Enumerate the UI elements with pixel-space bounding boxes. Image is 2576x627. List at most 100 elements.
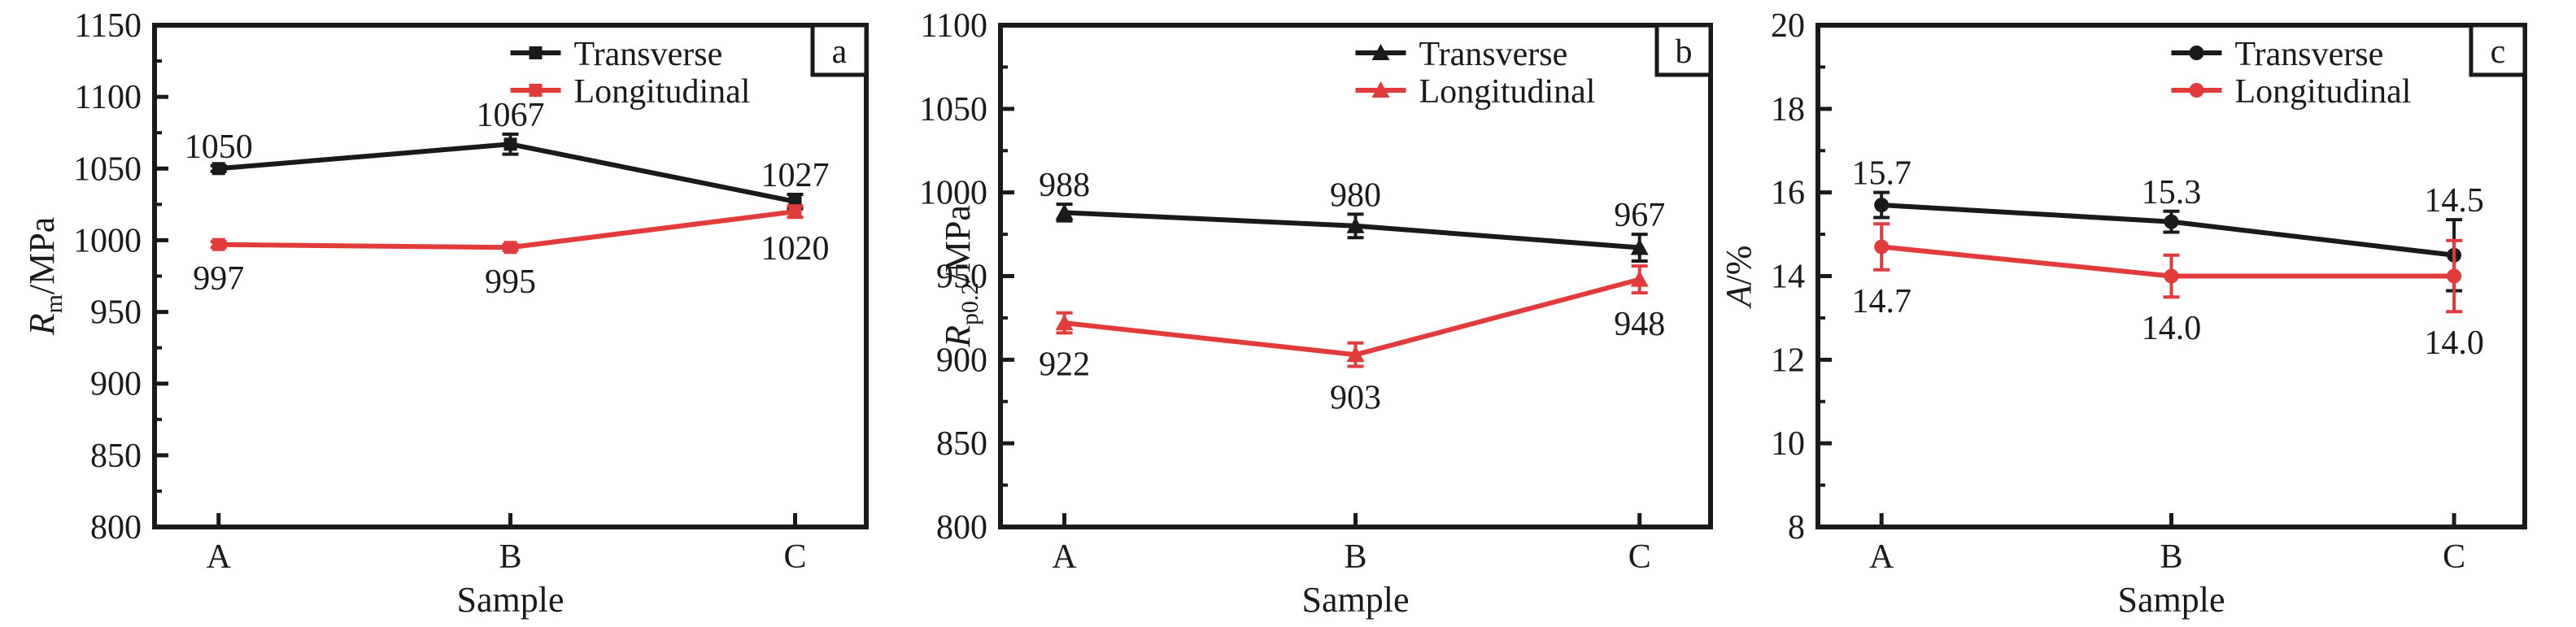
data-point-marker-square <box>211 237 225 251</box>
panel-label: b <box>1676 33 1693 71</box>
x-tick-label: C <box>783 538 806 576</box>
y-axis-title: A/% <box>1719 246 1759 310</box>
axes-b: 1100 1050 1000 950 900 850 800 A B C <box>919 7 1651 576</box>
data-point-label: 1050 <box>185 128 253 166</box>
data-point-label: 903 <box>1330 380 1381 417</box>
series-transverse: 988 980 967 <box>1039 167 1665 263</box>
data-point-marker-triangle <box>1630 238 1649 255</box>
y-tick-label: 14 <box>1771 259 1805 296</box>
panel-label-box <box>2469 23 2527 77</box>
y-tick-label: 10 <box>1771 425 1805 463</box>
y-tick-label: 800 <box>936 509 987 546</box>
x-axis-title: Sample <box>457 580 564 620</box>
data-point-label: 997 <box>193 260 244 298</box>
y-tick-label: 1050 <box>919 91 987 128</box>
data-point-label: 1067 <box>477 97 545 134</box>
series-longitudinal: 14.7 14.0 14.0 <box>1851 222 2484 362</box>
data-point-label: 15.3 <box>2142 174 2202 211</box>
data-point-label: 1020 <box>761 230 830 268</box>
plot-frame <box>152 23 869 529</box>
data-point-label: 948 <box>1614 306 1665 343</box>
series-transverse: 1050 1067 1027 <box>185 97 830 211</box>
legend-marker-triangle <box>1371 44 1390 60</box>
data-point-marker-circle <box>1874 198 1890 213</box>
data-point-label: 14.7 <box>1851 283 1911 320</box>
y-axis-title: Rm/MPa <box>22 217 68 337</box>
y-axis-title: Rp0.2/MPa <box>938 205 983 348</box>
x-tick-label: B <box>2160 538 2182 576</box>
data-point-marker-circle <box>1874 239 1890 255</box>
data-point-marker-square <box>503 137 517 151</box>
data-point-label: 967 <box>1614 197 1665 234</box>
x-tick-label: B <box>1344 538 1366 576</box>
y-tick-label: 800 <box>90 509 142 546</box>
y-tick-label: 950 <box>936 259 987 296</box>
legend-label: Transverse <box>574 36 723 73</box>
y-tick-label: 850 <box>936 425 987 463</box>
series-longitudinal: 922 903 948 <box>1039 264 1665 417</box>
y-tick-label: 1100 <box>75 79 142 116</box>
y-tick-label: 900 <box>90 366 142 403</box>
data-point-label: 995 <box>485 263 536 301</box>
legend-marker-triangle <box>1371 81 1390 98</box>
legend-marker-circle <box>2189 83 2204 98</box>
data-point-marker-circle <box>2447 268 2462 284</box>
legend-label: Longitudinal <box>574 73 751 111</box>
x-tick-label: B <box>499 538 521 576</box>
data-point-label: 922 <box>1039 346 1090 383</box>
data-point-marker-triangle <box>1055 314 1074 331</box>
panel-label-box <box>1654 23 1713 77</box>
y-tick-label: 8 <box>1788 509 1805 546</box>
data-point-label: 14.0 <box>2142 310 2202 347</box>
data-point-label: 1027 <box>761 157 830 194</box>
data-point-label: 980 <box>1330 176 1381 214</box>
x-tick-label: C <box>2443 538 2465 576</box>
y-tick-label: 16 <box>1771 175 1805 212</box>
y-tick-label: 1000 <box>73 222 142 259</box>
y-tick-label: 900 <box>936 342 987 379</box>
y-tick-label: 12 <box>1771 342 1805 379</box>
y-tick-label: 850 <box>90 438 142 475</box>
x-tick-label: C <box>1628 538 1651 576</box>
x-tick-label: A <box>207 538 232 576</box>
y-tick-label: 1000 <box>919 175 987 212</box>
x-axis-title: Sample <box>1302 580 1410 620</box>
data-point-marker-triangle <box>1346 346 1365 363</box>
plot-frame <box>998 23 1713 529</box>
data-point-marker-triangle <box>1055 203 1074 220</box>
y-tick-label: 1100 <box>921 7 987 45</box>
series-longitudinal: 997 995 1020 <box>193 204 830 301</box>
data-point-marker-circle <box>2164 214 2179 229</box>
chart-panel-a: 1150 1100 1050 1000 950 900 850 800 A B C Sample Rm/… <box>22 7 869 620</box>
legend-marker-circle <box>2189 46 2204 60</box>
plot-frame <box>1815 23 2527 529</box>
panel-label: a <box>832 33 848 71</box>
panel-label: c <box>2491 33 2506 71</box>
data-point-label: 15.7 <box>1851 155 1911 193</box>
legend-label: Transverse <box>2235 36 2384 73</box>
data-point-label: 14.0 <box>2424 324 2484 362</box>
y-tick-label: 20 <box>1771 7 1805 45</box>
y-tick-label: 18 <box>1771 91 1805 128</box>
y-tick-label: 950 <box>90 294 142 332</box>
data-point-marker-circle <box>2164 268 2179 284</box>
data-point-label: 988 <box>1039 167 1090 204</box>
data-point-marker-square <box>503 241 517 255</box>
data-point-label: 14.5 <box>2424 182 2484 220</box>
y-tick-label: 1150 <box>75 7 142 45</box>
data-point-marker-triangle <box>1630 270 1649 287</box>
series-transverse: 15.7 15.3 14.5 <box>1851 155 2484 293</box>
chart-panel-b: 1100 1050 1000 950 900 850 800 A B C Sample Rp0.2/M… <box>919 7 1713 620</box>
legend-label: Transverse <box>1419 36 1568 73</box>
data-point-marker-square <box>788 205 802 219</box>
legend-marker-square <box>529 46 543 59</box>
x-axis-title: Sample <box>2118 580 2225 620</box>
data-point-marker-triangle <box>1346 216 1365 233</box>
x-tick-label: A <box>1869 538 1894 576</box>
legend-marker-square <box>529 84 543 97</box>
